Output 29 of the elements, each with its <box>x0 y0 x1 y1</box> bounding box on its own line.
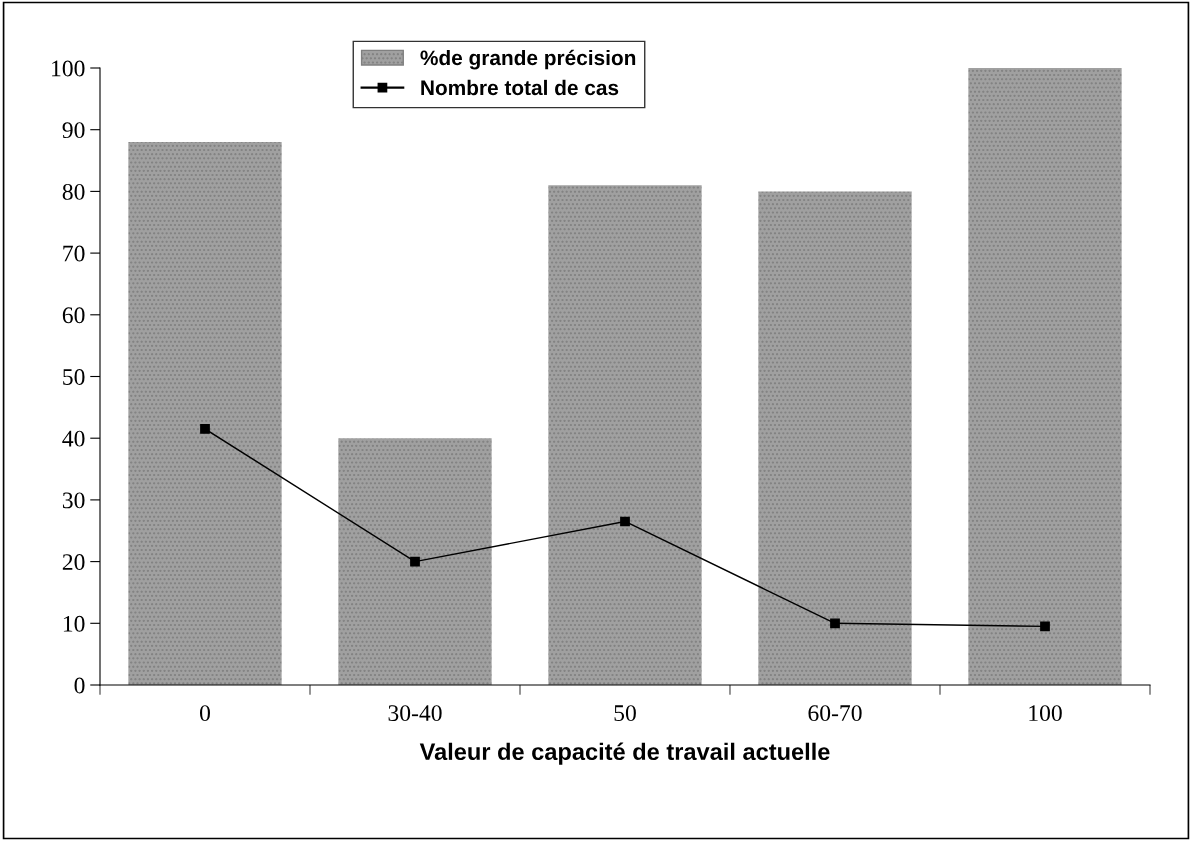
y-tick-label: 20 <box>62 554 85 571</box>
y-tick-label: 40 <box>62 430 85 447</box>
bar <box>548 185 702 685</box>
point <box>830 618 840 629</box>
y-tick-label: 60 <box>62 307 85 324</box>
point <box>1040 621 1050 632</box>
x-tick-label: 30-40 <box>388 705 442 722</box>
x-tick-label: 100 <box>1029 705 1062 722</box>
bar <box>128 142 282 685</box>
bar <box>968 68 1122 685</box>
y-tick-label: 100 <box>52 60 85 77</box>
y-tick-label: 70 <box>63 245 85 262</box>
y-tick-label: 30 <box>62 492 85 509</box>
y-tick-label: 80 <box>62 183 85 200</box>
y-tick-label: 50 <box>63 368 85 385</box>
point <box>620 516 630 527</box>
bar <box>758 191 912 685</box>
legend-label: Nombre total de cas <box>421 79 619 96</box>
x-tick-label: 50 <box>614 705 636 722</box>
point <box>410 556 420 567</box>
legend-label: %de grande précision <box>420 49 636 70</box>
point <box>200 424 210 434</box>
x-tick-label: 60-70 <box>808 705 862 722</box>
y-tick-label: 90 <box>62 122 85 139</box>
x-tick-label: 0 <box>200 705 210 722</box>
x-axis-title: Valeur de capacité de travail actuelle <box>419 742 830 765</box>
bar <box>338 438 492 685</box>
y-tick-label: 0 <box>74 677 85 694</box>
y-tick-label: 10 <box>63 615 85 632</box>
